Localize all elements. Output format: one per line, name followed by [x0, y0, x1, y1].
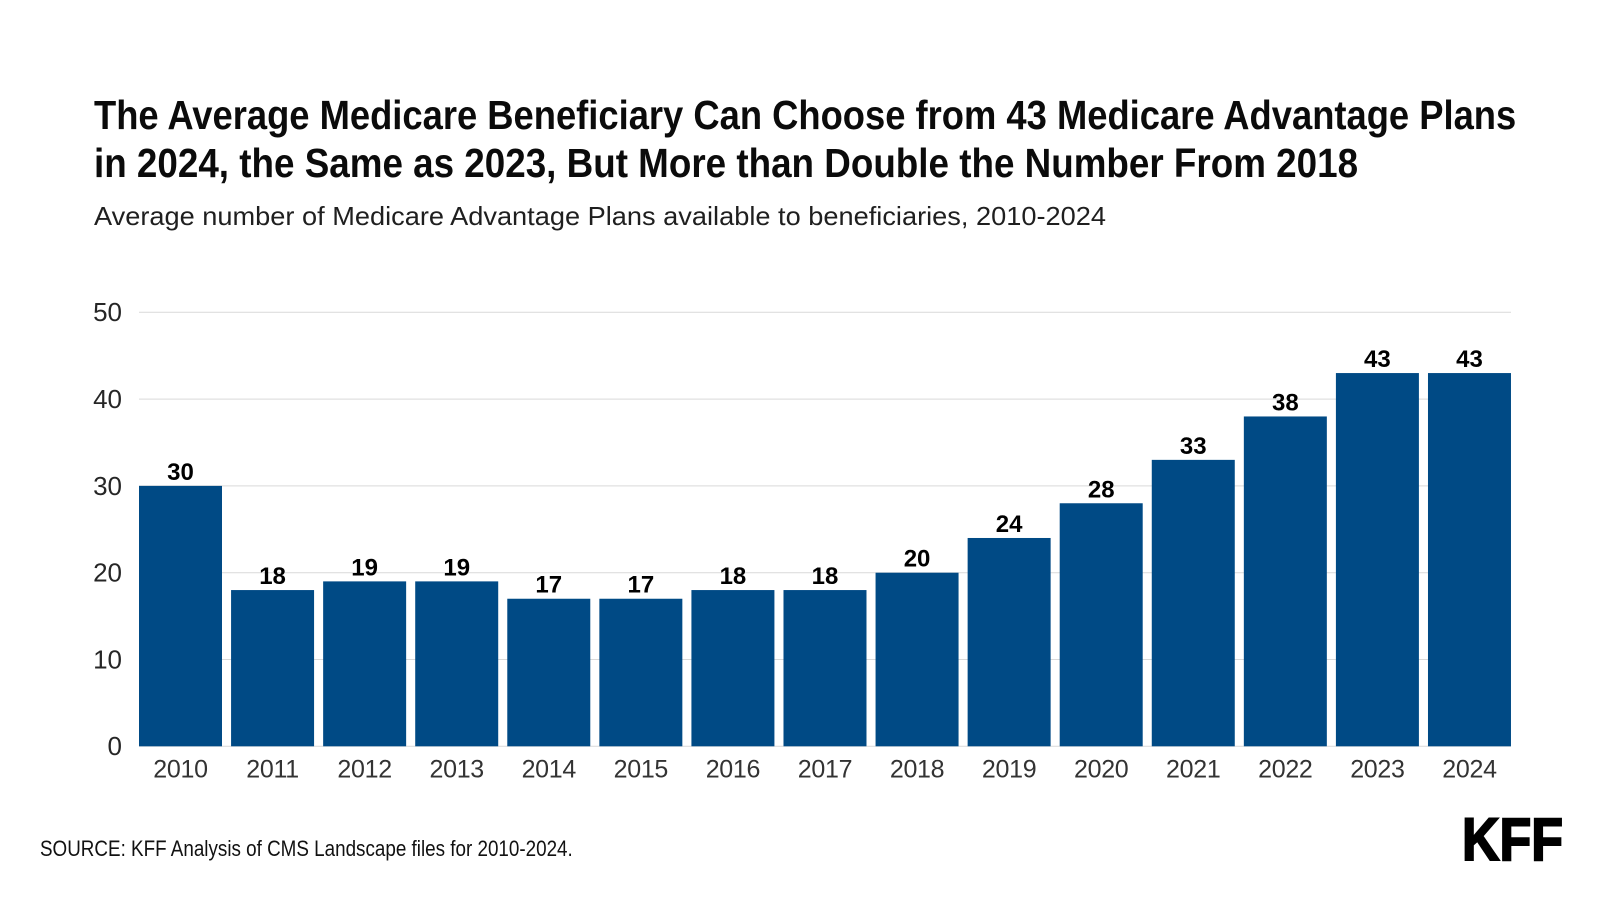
- svg-text:24: 24: [996, 511, 1023, 538]
- svg-text:10: 10: [93, 644, 122, 674]
- svg-text:2013: 2013: [429, 756, 483, 784]
- svg-text:17: 17: [535, 572, 562, 599]
- svg-text:18: 18: [720, 563, 747, 590]
- svg-text:43: 43: [1364, 346, 1391, 373]
- svg-text:2014: 2014: [522, 756, 577, 784]
- svg-text:18: 18: [812, 563, 839, 590]
- svg-text:2020: 2020: [1074, 756, 1128, 784]
- svg-text:2024: 2024: [1442, 756, 1497, 784]
- svg-text:17: 17: [627, 572, 654, 599]
- svg-text:30: 30: [167, 459, 194, 486]
- svg-text:2018: 2018: [890, 756, 944, 784]
- svg-text:2017: 2017: [798, 756, 852, 784]
- svg-text:2015: 2015: [614, 756, 668, 784]
- svg-text:50: 50: [93, 297, 122, 327]
- svg-text:18: 18: [259, 563, 286, 590]
- svg-text:2019: 2019: [982, 756, 1036, 784]
- svg-text:2021: 2021: [1166, 756, 1220, 784]
- svg-text:19: 19: [443, 554, 470, 581]
- svg-text:20: 20: [904, 546, 931, 573]
- svg-text:40: 40: [93, 384, 122, 414]
- svg-text:33: 33: [1180, 433, 1207, 460]
- svg-text:20: 20: [93, 558, 122, 588]
- svg-text:19: 19: [351, 554, 378, 581]
- svg-text:2016: 2016: [706, 756, 760, 784]
- svg-text:43: 43: [1456, 346, 1483, 373]
- svg-text:38: 38: [1272, 389, 1299, 416]
- svg-text:2022: 2022: [1258, 756, 1312, 784]
- svg-text:2010: 2010: [153, 756, 207, 784]
- svg-text:28: 28: [1088, 476, 1115, 503]
- svg-text:2023: 2023: [1350, 756, 1404, 784]
- svg-text:0: 0: [108, 731, 122, 761]
- svg-text:2011: 2011: [246, 756, 299, 784]
- svg-text:30: 30: [93, 471, 122, 501]
- svg-text:2012: 2012: [337, 756, 391, 784]
